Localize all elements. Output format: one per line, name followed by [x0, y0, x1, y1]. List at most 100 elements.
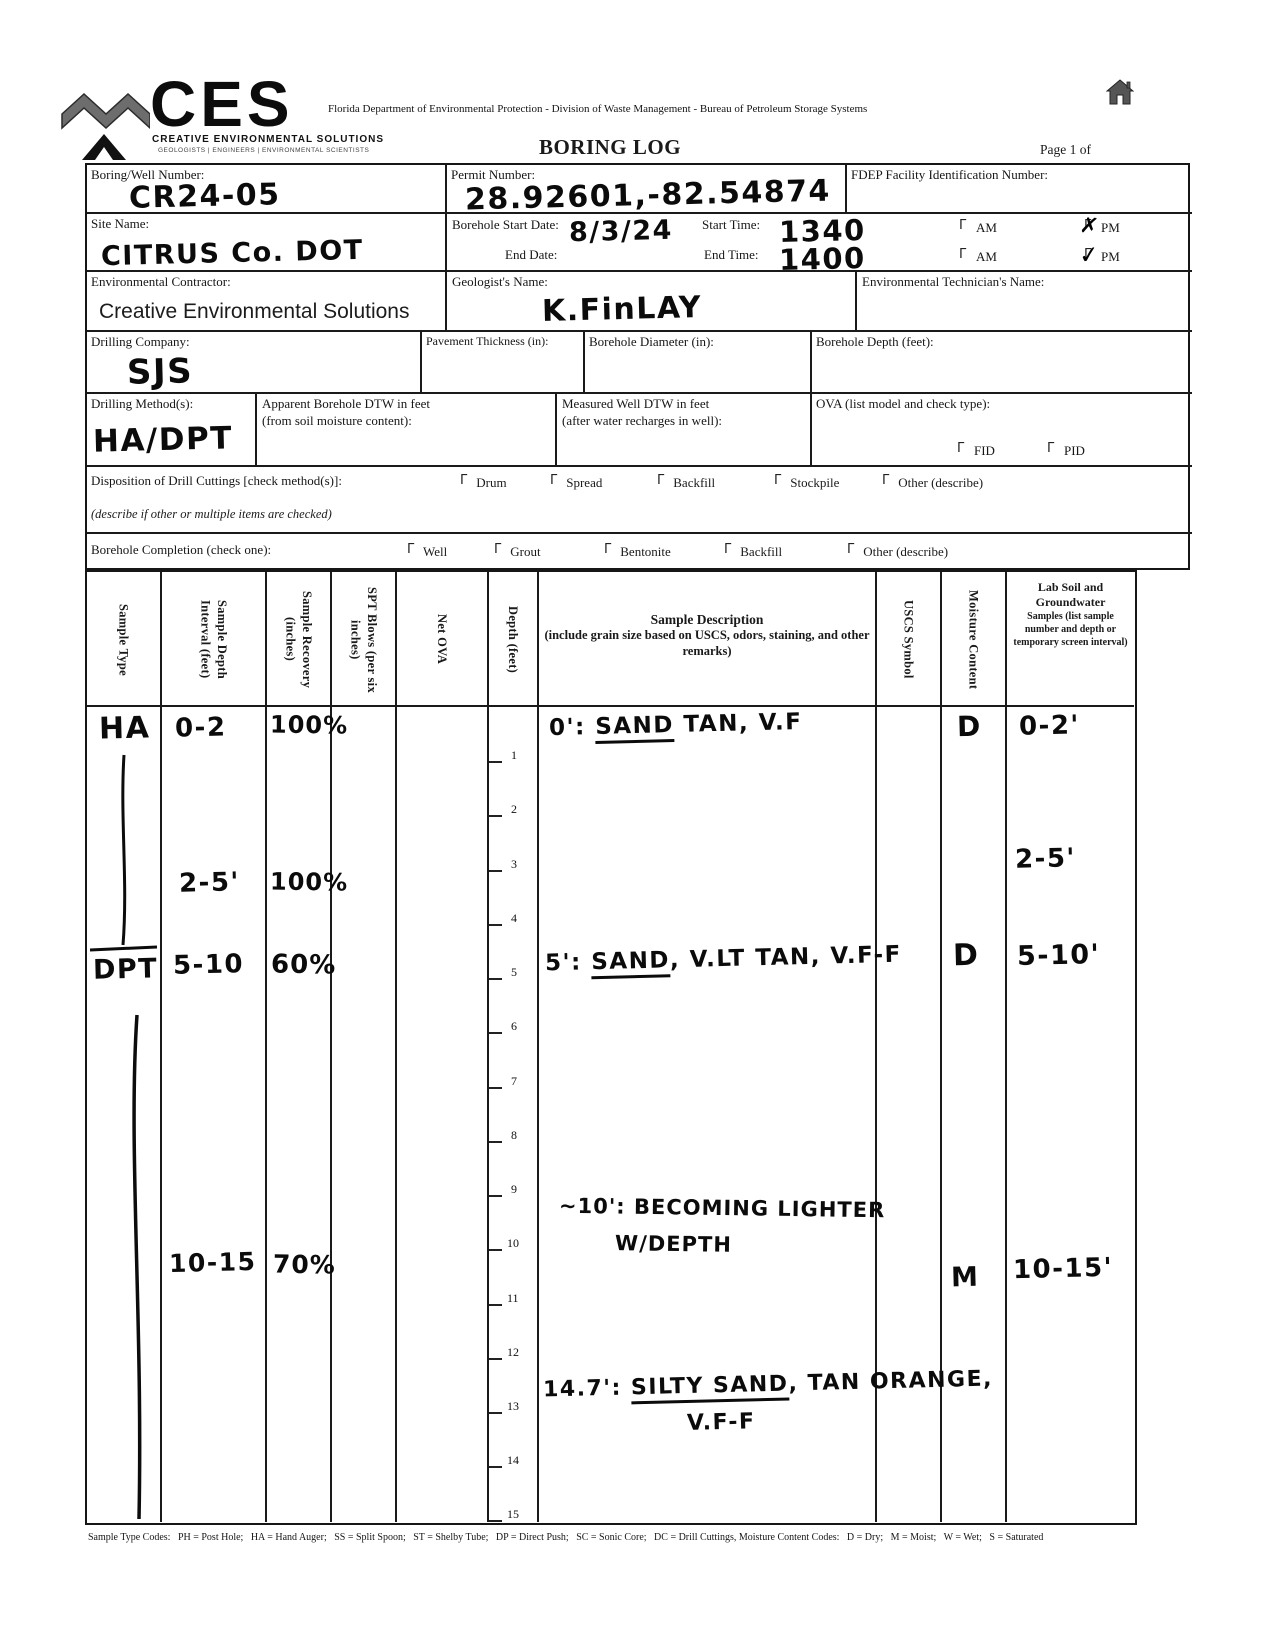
geologist-cell: Geologist's Name: K.FinLAY [447, 272, 857, 332]
disposition-option-other: Other (describe) [882, 473, 983, 491]
drilling-company-value: SJS [126, 351, 194, 393]
body-col-recovery [267, 707, 332, 1522]
body-col-depth [489, 707, 539, 1522]
disposition-option-backfill: Backfill [657, 473, 715, 491]
page-number-label: Page 1 of [1040, 142, 1091, 157]
checkbox-icon [957, 441, 970, 456]
depth-tick-label: 8 [511, 1128, 517, 1142]
lab-sample-3: 5-10' [1016, 938, 1101, 973]
diameter-label: Borehole Diameter (in): [589, 334, 714, 349]
desc-text: TAN, V.F [673, 708, 803, 739]
checkbox-icon [460, 473, 473, 488]
col-header-uscs: USCS Symbol [877, 572, 942, 707]
checkbox-icon [407, 542, 420, 557]
body-col-sample-type [87, 707, 162, 1522]
boring-well-label: Boring/Well Number: [91, 167, 205, 182]
depth-tick [489, 870, 502, 872]
department-line: Florida Department of Environmental Prot… [328, 103, 868, 115]
body-col-net-ova [397, 707, 489, 1522]
dates-times-cell: Borehole Start Date: 8/3/24 Start Time: … [447, 213, 1192, 277]
header-text: Sample Recovery (inches) [283, 590, 314, 689]
depth-tick-label: 1 [511, 748, 517, 762]
checkbox-checked-icon [1084, 247, 1097, 262]
depth-tick-label: 6 [511, 1019, 517, 1033]
option-label: Well [423, 544, 448, 559]
recovery-2: 100% [269, 867, 349, 897]
desc-underlined: SAND [591, 947, 671, 980]
depth-tick-label: 9 [511, 1182, 517, 1196]
disposition-note: (describe if other or multiple items are… [91, 507, 332, 521]
pid-label: PID [1064, 443, 1085, 458]
ova-cell: OVA (list model and check type): FID PID [812, 394, 1192, 467]
start-pm-label: PM [1101, 220, 1120, 235]
ova-label: OVA (list model and check type): [816, 396, 991, 411]
header-subtext: Samples (list sample number and depth or… [1013, 611, 1128, 648]
body-col-depth-interval [162, 707, 267, 1522]
drilling-company-cell: Drilling Company: SJS [87, 332, 422, 394]
fdep-label: FDEP Facility Identification Number: [851, 167, 1049, 182]
depth-tick [489, 1520, 502, 1522]
start-date-value: 8/3/24 [568, 214, 674, 249]
site-name-value: CITRUS Co. DOT [100, 234, 364, 273]
col-header-description: Sample Description (include grain size b… [539, 572, 877, 707]
completion-label: Borehole Completion (check one): [91, 542, 272, 557]
checkbox-icon [959, 247, 972, 262]
desc-text: 5': [544, 949, 592, 977]
desc-text: 14.7': [542, 1375, 632, 1403]
env-tech-cell: Environmental Technician's Name: [857, 272, 1192, 332]
sample-type-1: HA [98, 710, 151, 747]
end-time-label: End Time: [704, 247, 759, 262]
depth-tick-label: 13 [507, 1399, 519, 1413]
borehole-depth-label: Borehole Depth (feet): [816, 334, 934, 349]
end-am-checkbox: AM [959, 247, 997, 266]
option-label: Bentonite [620, 544, 671, 559]
desc-underlined: SILTY SAND [630, 1372, 789, 1405]
depth-tick [489, 1358, 502, 1360]
completion-option-well: Well [407, 542, 448, 560]
header-text: Sample Type [116, 603, 131, 676]
disposition-option-drum: Drum [460, 473, 507, 491]
checkbox-icon [724, 542, 737, 557]
col-header-recovery: Sample Recovery (inches) [267, 572, 332, 707]
depth-tick-label: 14 [507, 1453, 519, 1467]
recovery-1: 100% [269, 710, 349, 740]
depth-tick [489, 978, 502, 980]
moisture-3: M [950, 1261, 980, 1294]
header-text: Moisture Content [966, 589, 981, 690]
depth-tick-label: 15 [507, 1507, 519, 1521]
col-header-sample-type: Sample Type [87, 572, 162, 707]
apparent-dtw-label1: Apparent Borehole DTW in feet [262, 396, 430, 411]
end-pm-label: PM [1101, 249, 1120, 264]
option-label: Spread [566, 475, 603, 490]
col-header-moisture: Moisture Content [942, 572, 1007, 707]
boring-well-value: CR24-05 [128, 177, 281, 216]
ces-logo-mark [58, 84, 151, 162]
depth-tick [489, 1412, 502, 1414]
body-col-spt [332, 707, 397, 1522]
header-text: Net OVA [435, 614, 450, 665]
option-label: Other (describe) [863, 544, 949, 559]
apparent-dtw-label2: (from soil moisture content): [262, 413, 412, 428]
header-text: Lab Soil and Groundwater [1035, 580, 1106, 609]
lab-sample-1: 0-2' [1018, 710, 1081, 742]
contractor-label: Environmental Contractor: [91, 274, 231, 289]
col-header-spt: SPT Blows (per six inches) [332, 572, 397, 707]
depth-tick [489, 1466, 502, 1468]
permit-label: Permit Number: [451, 167, 536, 182]
depth-tick [489, 1249, 502, 1251]
permit-value: 28.92601,-82.54874 [464, 173, 832, 218]
option-label: Stockpile [790, 475, 840, 490]
depth-tick-label: 3 [511, 857, 517, 871]
moisture-1: D [956, 709, 983, 744]
end-date-label: End Date: [505, 247, 558, 262]
body-col-description [539, 707, 877, 1522]
col-header-depth: Depth (feet) [489, 572, 539, 707]
checkbox-icon [882, 473, 895, 488]
interval-2: 2-5' [178, 867, 241, 899]
lab-sample-4: 10-15' [1012, 1252, 1114, 1286]
checkbox-icon [1047, 441, 1060, 456]
pavement-label: Pavement Thickness (in): [426, 334, 549, 348]
depth-tick-label: 10 [507, 1236, 519, 1250]
header-text: Sample Depth Interval (feet) [198, 600, 229, 679]
